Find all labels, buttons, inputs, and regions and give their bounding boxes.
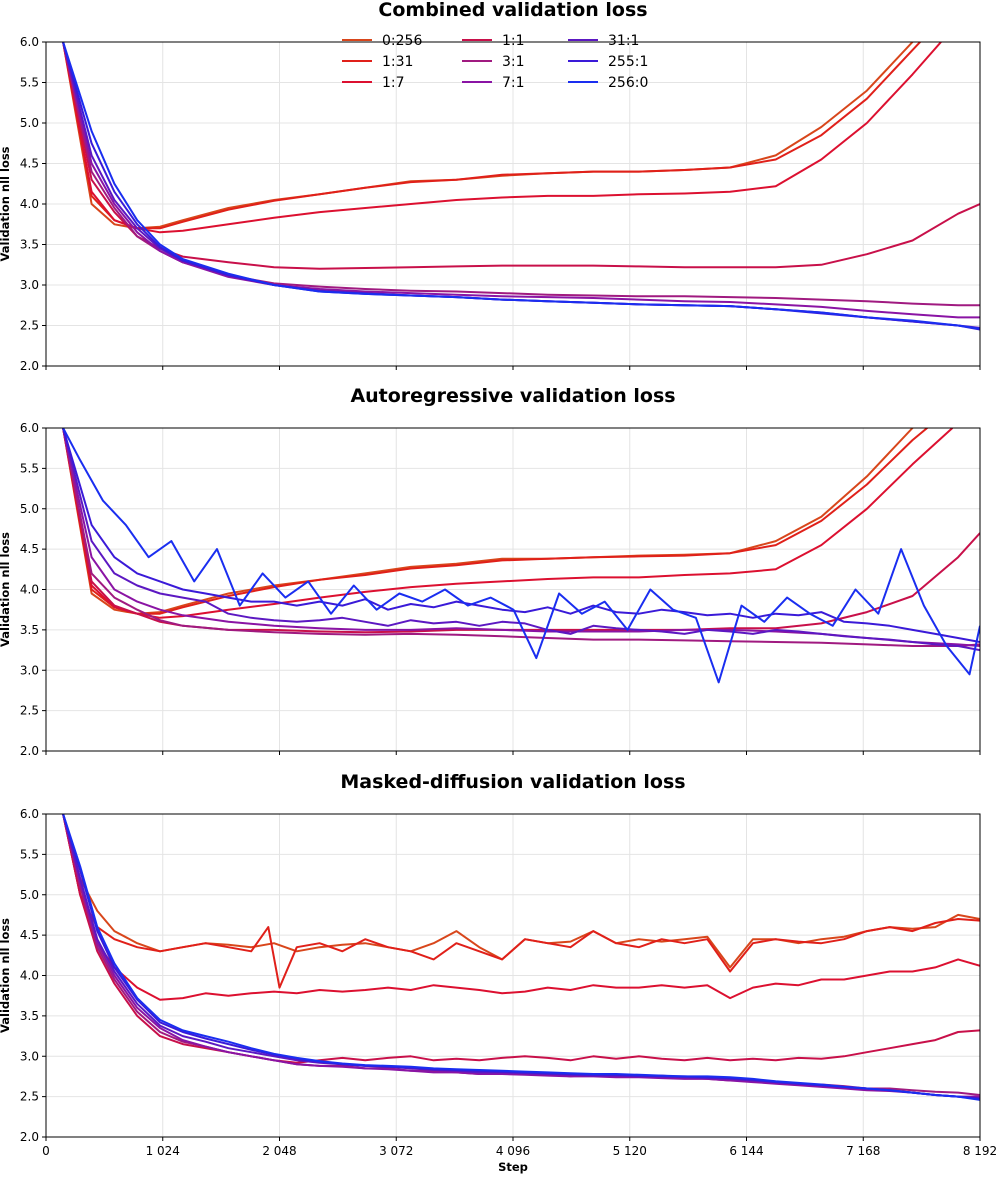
y-tick-label: 2.0 [20, 744, 39, 758]
series-line-1-31 [62, 814, 980, 989]
x-axis-label: Step [498, 1160, 528, 1174]
panel-3: Masked-diffusion validation loss 2.0 2.5 3.… [0, 771, 997, 1174]
y-tick-label: 3.0 [20, 663, 39, 677]
x-tick-label: 2 048 [262, 1144, 296, 1158]
y-tick-label: 6.0 [20, 421, 39, 435]
x-tick-label: 4 096 [496, 1144, 530, 1158]
series-line-3-1 [62, 814, 980, 1096]
x-tick-label: 7 168 [846, 1144, 880, 1158]
x-tick-label: 1 024 [146, 1144, 180, 1158]
series-group [62, 814, 980, 1101]
series-line-0-256 [62, 428, 915, 615]
series-group [62, 42, 980, 331]
x-tick-label: 5 120 [613, 1144, 647, 1158]
y-tick-label: 2.0 [20, 359, 39, 373]
series-line-256-0 [62, 814, 980, 1101]
y-tick-label: 4.0 [20, 969, 39, 983]
legend: 0:256 1:31 1:7 1:1 3:1 7:1 31:1 255:1 256:0 [342, 33, 648, 91]
y-tick-label: 5.5 [20, 847, 39, 861]
legend-label: 0:256 [382, 33, 422, 49]
series-line-7-1 [62, 42, 980, 319]
x-tick-label: 3 072 [379, 1144, 413, 1158]
x-tick-label: 8 192 [963, 1144, 997, 1158]
x-tick-label: 6 144 [729, 1144, 763, 1158]
legend-label: 256:0 [608, 75, 648, 91]
y-tick-label: 4.5 [20, 928, 39, 942]
y-axis-label: Validation nll loss [0, 918, 12, 1033]
panel-title: Autoregressive validation loss [350, 385, 675, 407]
legend-label: 3:1 [502, 54, 525, 70]
legend-label: 1:7 [382, 75, 405, 91]
y-tick-label: 2.5 [20, 319, 39, 333]
legend-label: 255:1 [608, 54, 648, 70]
series-line-31-1 [62, 428, 980, 652]
y-tick-label: 4.5 [20, 542, 39, 556]
y-tick-label: 5.0 [20, 116, 39, 130]
series-line-1-31 [62, 42, 922, 230]
y-tick-label: 3.5 [20, 238, 39, 252]
y-tick-label: 3.5 [20, 623, 39, 637]
series-line-7-1 [62, 814, 980, 1098]
y-tick-label: 5.0 [20, 502, 39, 516]
panel-title: Masked-diffusion validation loss [340, 771, 685, 793]
series-line-1-7 [62, 814, 980, 1001]
legend-label: 1:1 [502, 33, 525, 49]
y-axis-label: Validation nll loss [0, 532, 12, 647]
y-axis-label: Validation nll loss [0, 146, 12, 261]
panel-2: Autoregressive validation loss 2.0 2.5 3.0 3… [0, 385, 981, 758]
legend-label: 1:31 [382, 54, 413, 70]
y-tick-label: 3.0 [20, 278, 39, 292]
y-tick-label: 3.5 [20, 1009, 39, 1023]
panel-title: Combined validation loss [378, 0, 647, 21]
panel-1: Combined validation loss 2.0 2.5 3.0 3.5 4.0 4… [0, 0, 981, 373]
series-group [62, 428, 980, 684]
x-tick-label: 0 [42, 1144, 50, 1158]
y-tick-label: 2.5 [20, 1090, 39, 1104]
y-tick-label: 4.5 [20, 157, 39, 171]
plot-frame [45, 427, 981, 752]
y-tick-label: 6.0 [20, 807, 39, 821]
y-tick-label: 5.5 [20, 76, 39, 90]
series-line-256-0 [62, 42, 980, 330]
y-tick-label: 4.0 [20, 197, 39, 211]
y-tick-label: 2.5 [20, 704, 39, 718]
y-tick-label: 4.0 [20, 583, 39, 597]
y-tick-label: 3.0 [20, 1049, 39, 1063]
plot-frame [45, 813, 981, 1138]
series-line-3-1 [62, 428, 980, 647]
series-line-255-1 [62, 428, 980, 643]
y-tick-label: 5.0 [20, 888, 39, 902]
y-tick-label: 2.0 [20, 1130, 39, 1144]
legend-label: 31:1 [608, 33, 639, 49]
series-line-1-31 [62, 428, 929, 615]
series-line-256-0 [62, 428, 980, 684]
y-tick-label: 5.5 [20, 461, 39, 475]
series-line-1-1 [62, 814, 980, 1064]
legend-label: 7:1 [502, 75, 525, 91]
plot-frame [45, 41, 981, 367]
y-tick-label: 6.0 [20, 35, 39, 49]
series-line-1-7 [62, 42, 942, 234]
series-line-1-1 [62, 42, 980, 270]
